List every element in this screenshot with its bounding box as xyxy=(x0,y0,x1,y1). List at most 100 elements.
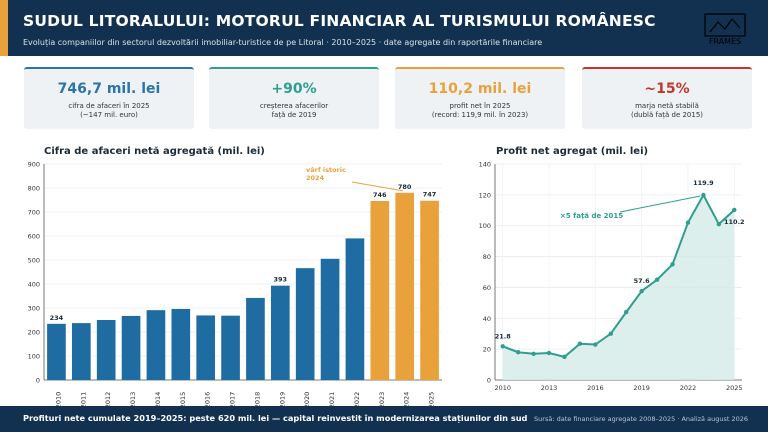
point-2010 xyxy=(500,344,505,349)
kpi-card-growth: +90% creșterea afacerilor față de 2019 xyxy=(209,67,379,129)
x-tick-label: 2024 xyxy=(403,392,411,409)
x-tick-label: 2025 xyxy=(726,384,743,392)
bar-2021 xyxy=(320,258,340,380)
x-tick-label: 2015 xyxy=(179,392,187,409)
profit-area xyxy=(502,195,735,380)
y-tick-label: 80 xyxy=(483,253,491,261)
kpi-card-revenue: 746,7 mil. lei cifra de afaceri în 2025 … xyxy=(24,67,194,129)
kpi-value: 110,2 mil. lei xyxy=(428,81,532,97)
point-2017 xyxy=(608,331,613,336)
y-tick-label: 0 xyxy=(487,377,491,385)
annotation-peak: vârf istoric xyxy=(306,166,346,174)
y-tick-label: 100 xyxy=(28,353,40,361)
y-tick-label: 900 xyxy=(28,161,40,169)
data-label: 746 xyxy=(373,191,387,199)
point-2020 xyxy=(654,277,660,282)
point-2015 xyxy=(577,341,583,346)
x-tick-label: 2020 xyxy=(303,392,311,409)
bar-2018 xyxy=(246,297,265,380)
x-tick-label: 2023 xyxy=(378,392,386,409)
y-tick-label: 300 xyxy=(28,305,40,313)
y-tick-label: 700 xyxy=(28,209,40,217)
annotation-arrow xyxy=(351,181,403,192)
bar-2020 xyxy=(295,268,315,380)
y-tick-label: 100 xyxy=(479,222,491,230)
bar-2017 xyxy=(221,315,240,380)
footer: Profituri nete cumulate 2019–2025: peste… xyxy=(0,406,768,432)
point-2012 xyxy=(531,351,536,356)
kpi-label: profit net în 2025 (record: 119,9 mil. î… xyxy=(431,102,529,119)
point-2013 xyxy=(546,350,552,356)
kpi-label: cifra de afaceri în 2025 (~147 mil. euro… xyxy=(68,102,150,119)
page-subtitle: Evoluția companiilor din sectorul dezvol… xyxy=(23,38,543,47)
x-tick-label: 2021 xyxy=(328,392,336,409)
point-2025 xyxy=(732,207,737,213)
point-2022 xyxy=(685,220,691,225)
x-tick-label: 2016 xyxy=(204,392,212,409)
x-tick-label: 2018 xyxy=(253,392,261,409)
y-tick-label: 0 xyxy=(36,377,40,385)
bar-2014 xyxy=(146,310,166,380)
bar-2015 xyxy=(171,308,191,380)
bar-2010 xyxy=(47,323,66,380)
bar-2013 xyxy=(121,315,141,380)
x-tick-label: 2019 xyxy=(633,384,650,392)
profit-chart-title: Profit net agregat (mil. lei) xyxy=(496,146,649,157)
point-2018 xyxy=(624,309,629,315)
x-tick-label: 2010 xyxy=(494,384,511,392)
data-label: 21.8 xyxy=(495,332,512,340)
footer-source: Sursă: date financiare agregate 2008–202… xyxy=(534,415,748,423)
page-title: SUDUL LITORALULUI: MOTORUL FINANCIAR AL … xyxy=(23,12,656,30)
y-tick-label: 20 xyxy=(483,346,491,354)
profit-line xyxy=(502,192,735,358)
logo-text: FRAMES xyxy=(709,37,741,46)
data-label: 234 xyxy=(50,314,64,322)
bar-2023 xyxy=(370,200,390,380)
y-tick-label: 40 xyxy=(483,315,491,323)
footer-summary: Profituri nete cumulate 2019–2025: peste… xyxy=(23,413,528,423)
header: SUDUL LITORALULUI: MOTORUL FINANCIAR AL … xyxy=(0,0,768,56)
data-label: 780 xyxy=(398,183,412,191)
data-label: 747 xyxy=(423,191,437,199)
kpi-card-margin: ~15% marja netă stabilă (dublă față de 2… xyxy=(582,67,752,129)
kpi-value: 746,7 mil. lei xyxy=(57,81,161,97)
bar-2019 xyxy=(270,285,290,380)
bar-2016 xyxy=(196,315,216,380)
x-tick-label: 2022 xyxy=(680,384,697,392)
point-2019 xyxy=(639,288,644,294)
x-tick-label: 2013 xyxy=(541,384,558,392)
revenue-chart-title: Cifra de afaceri netă agregată (mil. lei… xyxy=(44,146,265,157)
data-label: 393 xyxy=(274,276,288,284)
bar-2022 xyxy=(345,238,365,380)
annotation-arrow xyxy=(619,195,701,213)
header-accent-bar xyxy=(0,0,8,56)
y-tick-label: 200 xyxy=(28,329,40,337)
point-2014 xyxy=(562,354,567,360)
kpi-value: ~15% xyxy=(644,81,690,97)
y-tick-label: 500 xyxy=(28,257,40,265)
frames-logo: FRAMES xyxy=(704,13,746,46)
bar-2012 xyxy=(96,320,116,380)
kpi-label: marja netă stabilă (dublă față de 2015) xyxy=(630,102,704,119)
x-tick-label: 2012 xyxy=(104,392,112,409)
point-2023 xyxy=(701,192,706,198)
data-label: 110.2 xyxy=(724,218,745,226)
point-2011 xyxy=(515,350,521,355)
x-tick-label: 2017 xyxy=(229,392,237,409)
x-tick-label: 2025 xyxy=(428,392,436,409)
annotation-growth: ×5 față de 2015 xyxy=(560,212,623,221)
x-tick-label: 2019 xyxy=(278,392,286,409)
y-tick-label: 400 xyxy=(28,281,40,289)
kpi-label: creșterea afacerilor față de 2019 xyxy=(259,102,329,119)
x-tick-label: 2010 xyxy=(54,392,62,409)
x-tick-label: 2011 xyxy=(79,392,87,409)
y-tick-label: 800 xyxy=(28,185,40,193)
kpi-card-profit: 110,2 mil. lei profit net în 2025 (recor… xyxy=(395,67,565,129)
point-2016 xyxy=(593,342,598,347)
x-tick-label: 2016 xyxy=(587,384,604,392)
bar-2024 xyxy=(395,192,415,380)
x-tick-label: 2022 xyxy=(353,392,361,409)
bar-2025 xyxy=(420,200,439,380)
